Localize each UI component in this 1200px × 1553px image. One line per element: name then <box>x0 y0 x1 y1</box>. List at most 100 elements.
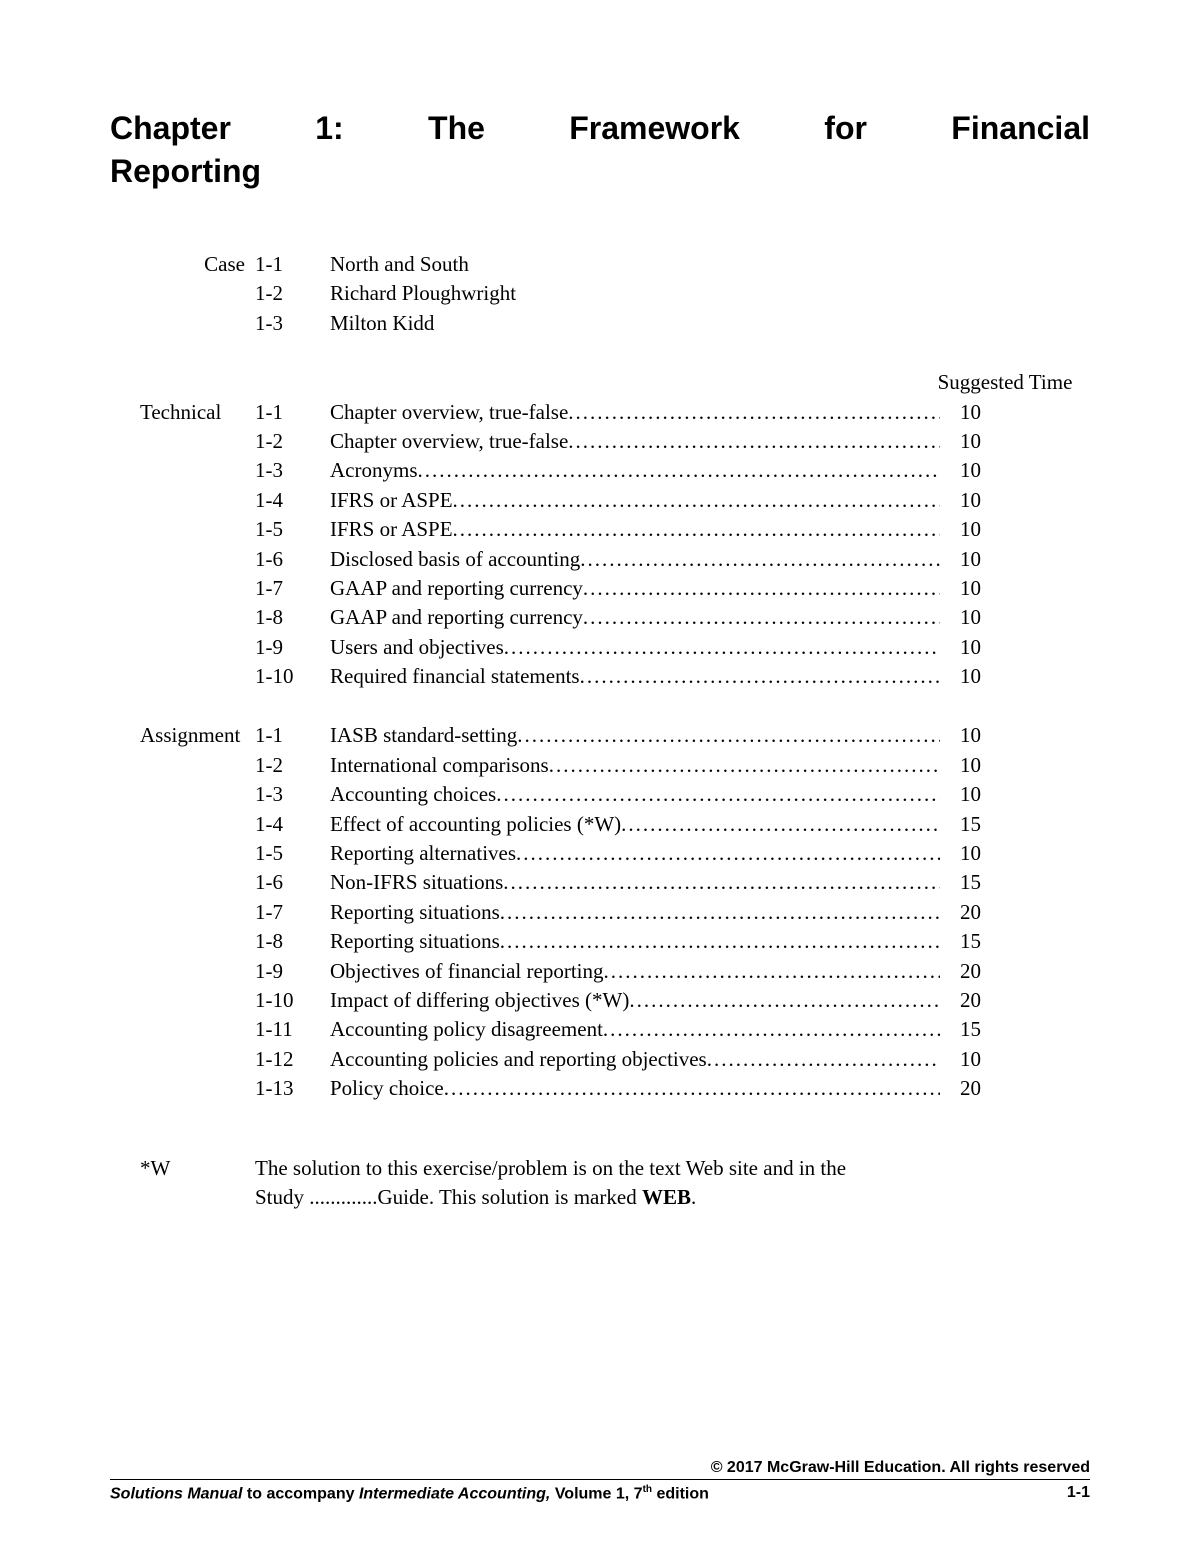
item-time: 15 <box>940 1015 1090 1044</box>
case-row: 1-3Milton Kidd <box>140 309 1090 338</box>
page-number: 1-1 <box>1067 1484 1090 1503</box>
technical-list: Technical1-1Chapter overview, true-false… <box>140 398 1090 692</box>
item-description: IASB standard-setting...................… <box>330 721 940 750</box>
assignment-row: 1-6Non-IFRS situations .................… <box>140 868 1090 897</box>
technical-row: 1-7GAAP and reporting currency..........… <box>140 574 1090 603</box>
item-description: Users and objectives....................… <box>330 633 940 662</box>
item-description: Accounting policy disagreement..........… <box>330 1015 940 1044</box>
case-list: Case1-1North and South1-2Richard Ploughw… <box>140 250 1090 338</box>
item-description: Reporting situations....................… <box>330 898 940 927</box>
assignment-row: 1-3Accounting choices...................… <box>140 780 1090 809</box>
item-number: 1-6 <box>255 868 330 897</box>
assignment-row: 1-13Policy choice.......................… <box>140 1074 1090 1103</box>
item-time: 10 <box>940 721 1090 750</box>
item-time: 10 <box>940 515 1090 544</box>
assignment-row: 1-12Accounting policies and reporting ob… <box>140 1045 1090 1074</box>
assignment-row: 1-4Effect of accounting policies (*W)...… <box>140 810 1090 839</box>
section-label: Assignment <box>140 721 255 750</box>
item-time: 20 <box>940 898 1090 927</box>
technical-row: 1-5IFRS or ASPE.........................… <box>140 515 1090 544</box>
item-description: IFRS or ASPE............................… <box>330 486 940 515</box>
item-number: 1-1 <box>255 250 330 279</box>
item-number: 1-4 <box>255 486 330 515</box>
item-time: 10 <box>940 751 1090 780</box>
item-description: Accounting choices......................… <box>330 780 940 809</box>
content-block: Case1-1North and South1-2Richard Ploughw… <box>140 250 1090 1104</box>
item-description: GAAP and reporting currency.............… <box>330 603 940 632</box>
item-description: IFRS or ASPE............................… <box>330 515 940 544</box>
case-row: Case1-1North and South <box>140 250 1090 279</box>
item-number: 1-9 <box>255 957 330 986</box>
item-time: 15 <box>940 927 1090 956</box>
item-description: Chapter overview, true-false............… <box>330 427 940 456</box>
copyright-line: © 2017 McGraw-Hill Education. All rights… <box>110 1459 1090 1477</box>
item-number: 1-9 <box>255 633 330 662</box>
item-number: 1-6 <box>255 545 330 574</box>
item-time: 10 <box>940 398 1090 427</box>
item-description: Chapter overview, true-false............… <box>330 398 940 427</box>
section-label: Case <box>140 250 255 279</box>
item-time: 10 <box>940 1045 1090 1074</box>
item-number: 1-4 <box>255 810 330 839</box>
assignment-row: 1-11Accounting policy disagreement......… <box>140 1015 1090 1044</box>
item-number: 1-1 <box>255 721 330 750</box>
item-time: 10 <box>940 662 1090 691</box>
suggested-time-label: Suggested Time <box>920 368 1090 397</box>
item-time: 10 <box>940 633 1090 662</box>
item-description: Milton Kidd <box>330 309 940 338</box>
item-number: 1-2 <box>255 751 330 780</box>
technical-row: 1-4IFRS or ASPE.........................… <box>140 486 1090 515</box>
item-number: 1-3 <box>255 309 330 338</box>
item-number: 1-3 <box>255 780 330 809</box>
technical-row: 1-2Chapter overview, true-false.........… <box>140 427 1090 456</box>
item-time: 10 <box>940 780 1090 809</box>
document-page: Chapter 1: The Framework for Financial R… <box>0 0 1200 1553</box>
item-time: 10 <box>940 603 1090 632</box>
item-description: Richard Ploughwright <box>330 279 940 308</box>
item-description: Acronyms................................… <box>330 456 940 485</box>
technical-row: 1-3Acronyms.............................… <box>140 456 1090 485</box>
item-number: 1-13 <box>255 1074 330 1103</box>
chapter-title-line1: Chapter 1: The Framework for Financial <box>110 110 1090 147</box>
assignment-row: Assignment1-1IASB standard-setting......… <box>140 721 1090 750</box>
item-description: International comparisons...............… <box>330 751 940 780</box>
footer-rule <box>110 1479 1090 1480</box>
item-number: 1-8 <box>255 927 330 956</box>
item-description: Non-IFRS situations ....................… <box>330 868 940 897</box>
footnote-block: *W The solution to this exercise/problem… <box>140 1154 1090 1213</box>
page-footer: © 2017 McGraw-Hill Education. All rights… <box>110 1459 1090 1503</box>
item-number: 1-11 <box>255 1015 330 1044</box>
item-number: 1-2 <box>255 279 330 308</box>
item-description: Disclosed basis of accounting...........… <box>330 545 940 574</box>
item-number: 1-7 <box>255 898 330 927</box>
assignment-row: 1-9Objectives of financial reporting....… <box>140 957 1090 986</box>
footnote-label: *W <box>140 1154 255 1213</box>
assignment-row: 1-10Impact of differing objectives (*W).… <box>140 986 1090 1015</box>
item-description: Accounting policies and reporting object… <box>330 1045 940 1074</box>
item-time: 10 <box>940 545 1090 574</box>
item-time: 20 <box>940 1074 1090 1103</box>
item-description: North and South <box>330 250 940 279</box>
item-description: Effect of accounting policies (*W)......… <box>330 810 940 839</box>
technical-row: 1-9Users and objectives.................… <box>140 633 1090 662</box>
item-number: 1-7 <box>255 574 330 603</box>
technical-row: 1-10Required financial statements.......… <box>140 662 1090 691</box>
item-description: Impact of differing objectives (*W).....… <box>330 986 940 1015</box>
footnote-text: The solution to this exercise/problem is… <box>255 1154 865 1213</box>
item-description: Policy choice...........................… <box>330 1074 940 1103</box>
item-time: 10 <box>940 839 1090 868</box>
technical-row: Technical1-1Chapter overview, true-false… <box>140 398 1090 427</box>
item-number: 1-1 <box>255 398 330 427</box>
section-label: Technical <box>140 398 255 427</box>
item-number: 1-8 <box>255 603 330 632</box>
technical-row: 1-8GAAP and reporting currency..........… <box>140 603 1090 632</box>
assignment-row: 1-8Reporting situations.................… <box>140 927 1090 956</box>
item-number: 1-5 <box>255 839 330 868</box>
technical-row: 1-6Disclosed basis of accounting........… <box>140 545 1090 574</box>
item-time: 10 <box>940 574 1090 603</box>
suggested-time-header: Suggested Time <box>140 368 1090 397</box>
assignment-row: 1-7Reporting situations.................… <box>140 898 1090 927</box>
item-number: 1-2 <box>255 427 330 456</box>
item-time: 15 <box>940 810 1090 839</box>
item-description: Reporting situations....................… <box>330 927 940 956</box>
